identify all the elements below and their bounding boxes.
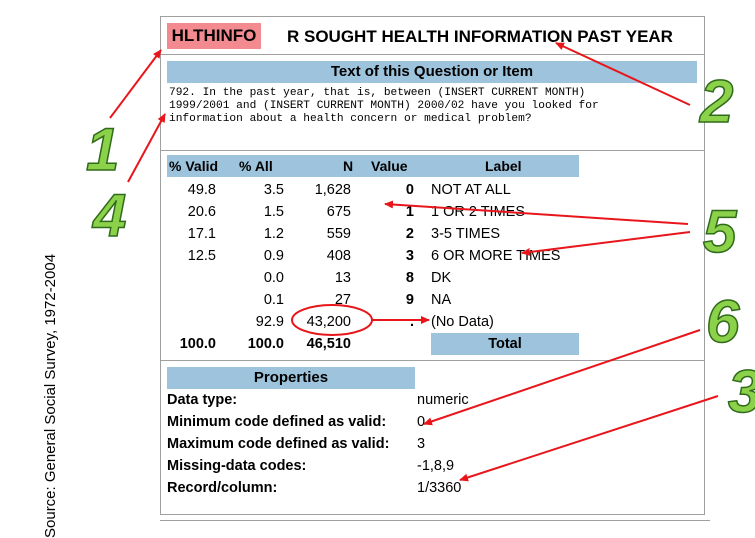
callout-number-3: 3 <box>727 361 755 423</box>
variable-title: R SOUGHT HEALTH INFORMATION PAST YEAR <box>287 27 673 46</box>
property-value: 0 <box>417 414 426 430</box>
cell-n: 559 <box>326 226 351 242</box>
cell-value: 1 <box>405 204 414 220</box>
total-row: 100.0 100.0 46,510 Total <box>161 333 704 355</box>
callout-number-4: 4 <box>92 182 127 249</box>
property-value: -1,8,9 <box>417 458 455 474</box>
frequency-row: 0.1 27 9 NA <box>161 289 704 311</box>
cell-value: . <box>409 314 414 330</box>
total-pct-all: 100.0 <box>247 336 284 352</box>
cell-pct-all: 0.9 <box>263 248 284 264</box>
cell-pct-valid: 12.5 <box>187 248 216 264</box>
arrow-to-question-text <box>127 113 166 183</box>
no-data-circle <box>291 304 373 336</box>
arrow-to-value-labels-1 <box>384 200 689 225</box>
property-row: Data type: numeric <box>167 389 697 411</box>
cell-pct-all: 0.0 <box>263 270 284 286</box>
arrow-to-value-labels-2 <box>521 231 691 256</box>
property-label: Minimum code defined as valid: <box>167 414 387 430</box>
callout-number-5: 5 <box>702 198 737 265</box>
property-label: Maximum code defined as valid: <box>167 436 390 452</box>
cell-n: 27 <box>334 292 351 308</box>
frequency-row: 49.8 3.5 1,628 0 NOT AT ALL <box>161 179 704 201</box>
question-section: Text of this Question or Item 792. In th… <box>161 55 704 151</box>
cell-value: 9 <box>405 292 414 308</box>
property-row: Missing-data codes: -1,8,9 <box>167 455 697 477</box>
cell-pct-valid: 17.1 <box>187 226 216 242</box>
column-header-pct-all: % All <box>239 158 273 174</box>
cell-pct-all: 1.5 <box>263 204 284 220</box>
property-row: Maximum code defined as valid: 3 <box>167 433 697 455</box>
cell-n: 13 <box>334 270 351 286</box>
cell-label: NOT AT ALL <box>431 182 511 198</box>
frequency-row: 92.9 43,200. (No Data) <box>161 311 704 333</box>
cell-label: 3-5 TIMES <box>431 226 501 242</box>
callout-number-1: 1 <box>85 116 120 183</box>
cell-label: NA <box>431 292 452 308</box>
cell-n: 408 <box>326 248 351 264</box>
arrow-to-variable-title <box>555 42 691 106</box>
property-value: 3 <box>417 436 426 452</box>
arrow-to-min-code <box>423 329 701 426</box>
frequency-row: 0.0 13 8 DK <box>161 267 704 289</box>
cell-pct-all: 0.1 <box>263 292 284 308</box>
variable-name-badge: HLTHINFO <box>167 23 261 49</box>
column-header-n: N <box>343 158 354 174</box>
cell-label: (No Data) <box>431 314 494 330</box>
properties-section: Properties Data type: numeric Minimum co… <box>161 361 704 501</box>
property-value: 1/3360 <box>417 480 462 496</box>
total-n: 46,510 <box>306 336 351 352</box>
cell-pct-all: 92.9 <box>255 314 284 330</box>
column-header-pct-valid: % Valid <box>169 158 219 174</box>
cell-value: 0 <box>405 182 414 198</box>
frequency-table-header: % Valid % All N Value Label <box>167 155 579 177</box>
property-label: Record/column: <box>167 480 278 496</box>
question-text: 792. In the past year, that is, between … <box>169 87 599 125</box>
cell-label: DK <box>431 270 452 286</box>
cell-n: 675 <box>326 204 351 220</box>
cell-pct-all: 1.2 <box>263 226 284 242</box>
bottom-divider <box>160 520 710 521</box>
callout-number-2: 2 <box>699 68 734 135</box>
property-label: Missing-data codes: <box>167 458 307 474</box>
property-row: Record/column: 1/3360 <box>167 477 697 499</box>
cell-n: 1,628 <box>314 182 351 198</box>
total-label: Total <box>431 333 579 355</box>
cell-value: 3 <box>405 248 414 264</box>
column-header-value: Value <box>371 158 408 174</box>
property-label: Data type: <box>167 392 238 408</box>
variable-header: HLTHINFO R SOUGHT HEALTH INFORMATION PAS… <box>161 17 704 55</box>
cell-pct-valid: 49.8 <box>187 182 216 198</box>
property-row: Minimum code defined as valid: 0 <box>167 411 697 433</box>
question-header: Text of this Question or Item <box>167 61 697 83</box>
callout-number-6: 6 <box>705 288 740 355</box>
arrow-to-record-column <box>459 395 719 482</box>
cell-n: 43,200 <box>306 314 351 330</box>
cell-pct-valid: 20.6 <box>187 204 216 220</box>
properties-header: Properties <box>167 367 415 389</box>
total-pct-valid: 100.0 <box>179 336 216 352</box>
cell-value: 2 <box>405 226 414 242</box>
cell-value: 8 <box>405 270 414 286</box>
frequency-row: 17.1 1.2 559 2 3-5 TIMES <box>161 223 704 245</box>
property-value: numeric <box>417 392 469 408</box>
column-header-label: Label <box>485 158 522 174</box>
cell-pct-all: 3.5 <box>263 182 284 198</box>
arrow-to-variable-name <box>109 49 162 119</box>
